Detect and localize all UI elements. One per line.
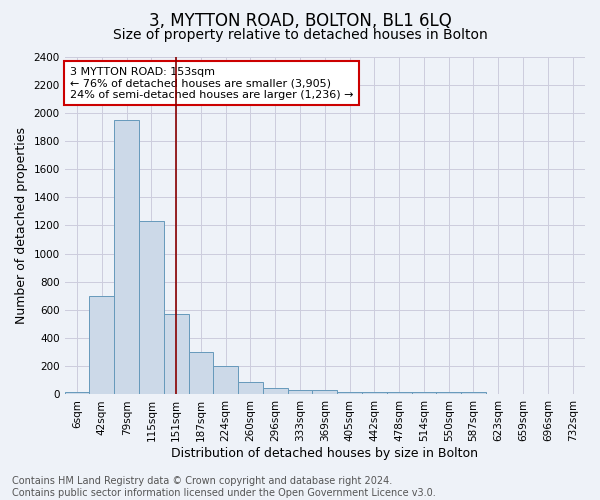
Bar [89, 296, 114, 394]
Bar [337, 392, 362, 394]
Text: Contains HM Land Registry data © Crown copyright and database right 2024.
Contai: Contains HM Land Registry data © Crown c… [12, 476, 436, 498]
Bar [114, 120, 139, 394]
Bar [461, 392, 486, 394]
Text: Size of property relative to detached houses in Bolton: Size of property relative to detached ho… [113, 28, 487, 42]
Bar [238, 382, 263, 394]
Text: 3, MYTTON ROAD, BOLTON, BL1 6LQ: 3, MYTTON ROAD, BOLTON, BL1 6LQ [149, 12, 451, 30]
Bar [362, 392, 387, 394]
Bar [436, 392, 461, 394]
X-axis label: Distribution of detached houses by size in Bolton: Distribution of detached houses by size … [172, 447, 478, 460]
Bar [65, 392, 89, 394]
Bar [287, 390, 313, 394]
Bar [139, 222, 164, 394]
Bar [263, 388, 287, 394]
Bar [214, 366, 238, 394]
Y-axis label: Number of detached properties: Number of detached properties [15, 127, 28, 324]
Bar [313, 390, 337, 394]
Text: 3 MYTTON ROAD: 153sqm
← 76% of detached houses are smaller (3,905)
24% of semi-d: 3 MYTTON ROAD: 153sqm ← 76% of detached … [70, 66, 353, 100]
Bar [164, 314, 188, 394]
Bar [387, 392, 412, 394]
Bar [188, 352, 214, 395]
Bar [412, 392, 436, 394]
